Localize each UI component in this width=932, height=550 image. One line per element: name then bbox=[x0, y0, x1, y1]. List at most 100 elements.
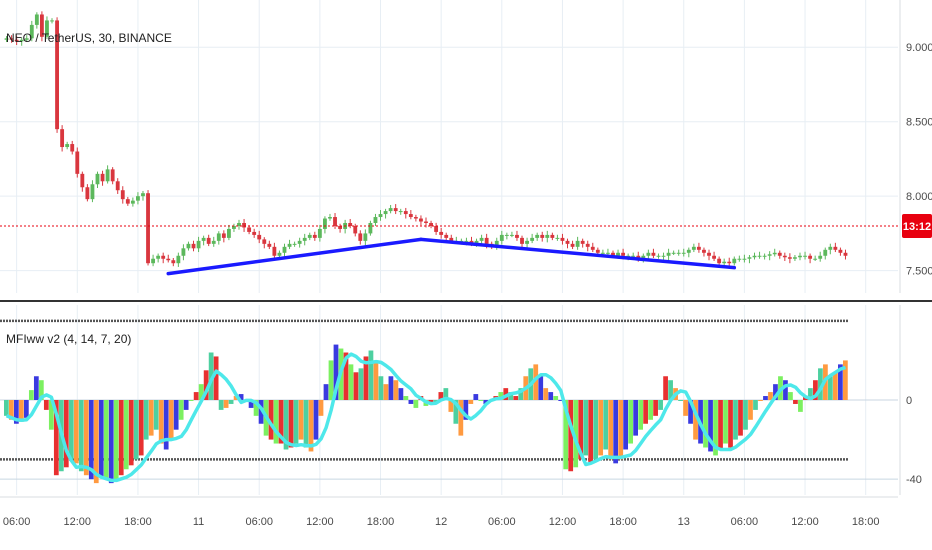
histogram-bar bbox=[538, 376, 544, 400]
candle-body bbox=[732, 258, 737, 264]
histogram-bar bbox=[783, 380, 788, 400]
histogram-bar bbox=[483, 400, 489, 404]
candle-body bbox=[676, 252, 681, 254]
candle-body bbox=[80, 173, 85, 188]
candle-body bbox=[727, 261, 732, 264]
time-tick-label: 06:00 bbox=[731, 516, 759, 528]
candle-body bbox=[504, 234, 509, 236]
histogram-bar bbox=[743, 400, 748, 430]
candle-body bbox=[383, 211, 388, 215]
candle-body bbox=[712, 255, 716, 259]
histogram-bar bbox=[723, 400, 728, 444]
histogram-bar bbox=[133, 400, 139, 460]
histogram-bar bbox=[398, 388, 404, 400]
candle-body bbox=[646, 252, 651, 256]
candle-body bbox=[509, 234, 514, 236]
histogram-bar bbox=[658, 400, 663, 410]
histogram-bar bbox=[453, 400, 459, 424]
time-axis[interactable]: 06:00 12:00 18:00 11 06:00 12:00 18:00 12 06:00 1… bbox=[0, 496, 898, 528]
histogram-bar bbox=[608, 400, 614, 460]
histogram-bar bbox=[578, 400, 584, 460]
time-tick-label: 06:00 bbox=[3, 516, 31, 528]
histogram-bar bbox=[268, 400, 274, 440]
histogram-bar bbox=[808, 388, 813, 400]
candle-body bbox=[297, 240, 302, 244]
candle-body bbox=[237, 222, 241, 226]
histogram-bar bbox=[648, 400, 653, 420]
histogram-bar bbox=[163, 400, 169, 450]
candle-body bbox=[328, 217, 332, 219]
candle-body bbox=[823, 249, 828, 256]
histogram-bar bbox=[393, 380, 399, 400]
time-tick-label: 12 bbox=[435, 516, 447, 528]
histogram-bar bbox=[283, 400, 289, 450]
histogram-bar bbox=[568, 400, 574, 472]
candle-body bbox=[484, 237, 489, 244]
candle-body bbox=[95, 173, 100, 185]
histogram-bar bbox=[148, 400, 154, 436]
candle-body bbox=[75, 151, 80, 174]
histogram-bar bbox=[358, 368, 364, 400]
histogram-bar bbox=[718, 400, 723, 450]
time-tick-label: 12:00 bbox=[549, 516, 577, 528]
price-axis[interactable]: 9.000 8.500 8.000 7.500 bbox=[899, 0, 932, 293]
candle-body bbox=[565, 240, 570, 244]
histogram-bar bbox=[4, 400, 9, 416]
candle-body bbox=[34, 14, 39, 25]
price-tick-label: 8.500 bbox=[906, 117, 932, 129]
histogram-bar bbox=[573, 400, 579, 468]
histogram-bar bbox=[98, 400, 104, 478]
candle-body bbox=[661, 255, 666, 257]
candle-body bbox=[115, 181, 120, 191]
histogram-bar bbox=[613, 400, 619, 464]
histogram-bar bbox=[23, 400, 29, 418]
candle-body bbox=[575, 240, 580, 247]
price-tick-label: 9.000 bbox=[906, 42, 932, 54]
candle-body bbox=[641, 255, 646, 259]
candle-body bbox=[65, 144, 70, 148]
last-price-tag-text: 13:12 bbox=[903, 221, 931, 233]
histogram-bar bbox=[323, 384, 329, 400]
trendline[interactable] bbox=[166, 237, 423, 276]
histogram-bar bbox=[18, 400, 24, 422]
histogram-bar bbox=[328, 360, 334, 400]
candle-body bbox=[242, 222, 246, 228]
candle-body bbox=[813, 258, 818, 260]
candle-body bbox=[166, 258, 171, 261]
histogram-bar bbox=[13, 400, 19, 424]
candle-body bbox=[439, 231, 444, 235]
histogram-bar bbox=[768, 392, 773, 400]
histogram-bar bbox=[363, 356, 369, 400]
trendline[interactable] bbox=[419, 237, 737, 270]
candle-body bbox=[772, 252, 777, 255]
histogram-bar bbox=[123, 400, 129, 470]
candle-body bbox=[252, 231, 257, 235]
candle-body bbox=[151, 258, 156, 264]
candle-body bbox=[530, 237, 535, 241]
candle-body bbox=[19, 39, 24, 42]
candle-body bbox=[156, 255, 161, 259]
histogram-bar bbox=[63, 400, 69, 468]
histogram-bar bbox=[443, 388, 449, 400]
histogram-bar bbox=[373, 360, 379, 400]
candle-body bbox=[141, 193, 145, 197]
candle-body bbox=[535, 234, 540, 238]
candle-body bbox=[555, 237, 560, 239]
candle-body bbox=[85, 187, 90, 200]
histogram-bar bbox=[763, 396, 768, 400]
indicator-signal-line bbox=[5, 352, 847, 483]
histogram-bar bbox=[438, 392, 444, 400]
candle-body bbox=[686, 249, 691, 253]
candle-body bbox=[125, 199, 130, 204]
candle-body bbox=[595, 249, 600, 253]
candle-body bbox=[696, 246, 701, 250]
indicator-axis[interactable]: 0 -40 bbox=[899, 305, 922, 495]
indicator-histogram bbox=[4, 344, 848, 484]
candle-body bbox=[323, 218, 327, 229]
candle-body bbox=[444, 234, 449, 238]
candle-body bbox=[494, 240, 499, 247]
histogram-bar bbox=[258, 400, 264, 424]
histogram-bar bbox=[508, 392, 514, 400]
time-tick-label: 18:00 bbox=[852, 516, 880, 528]
